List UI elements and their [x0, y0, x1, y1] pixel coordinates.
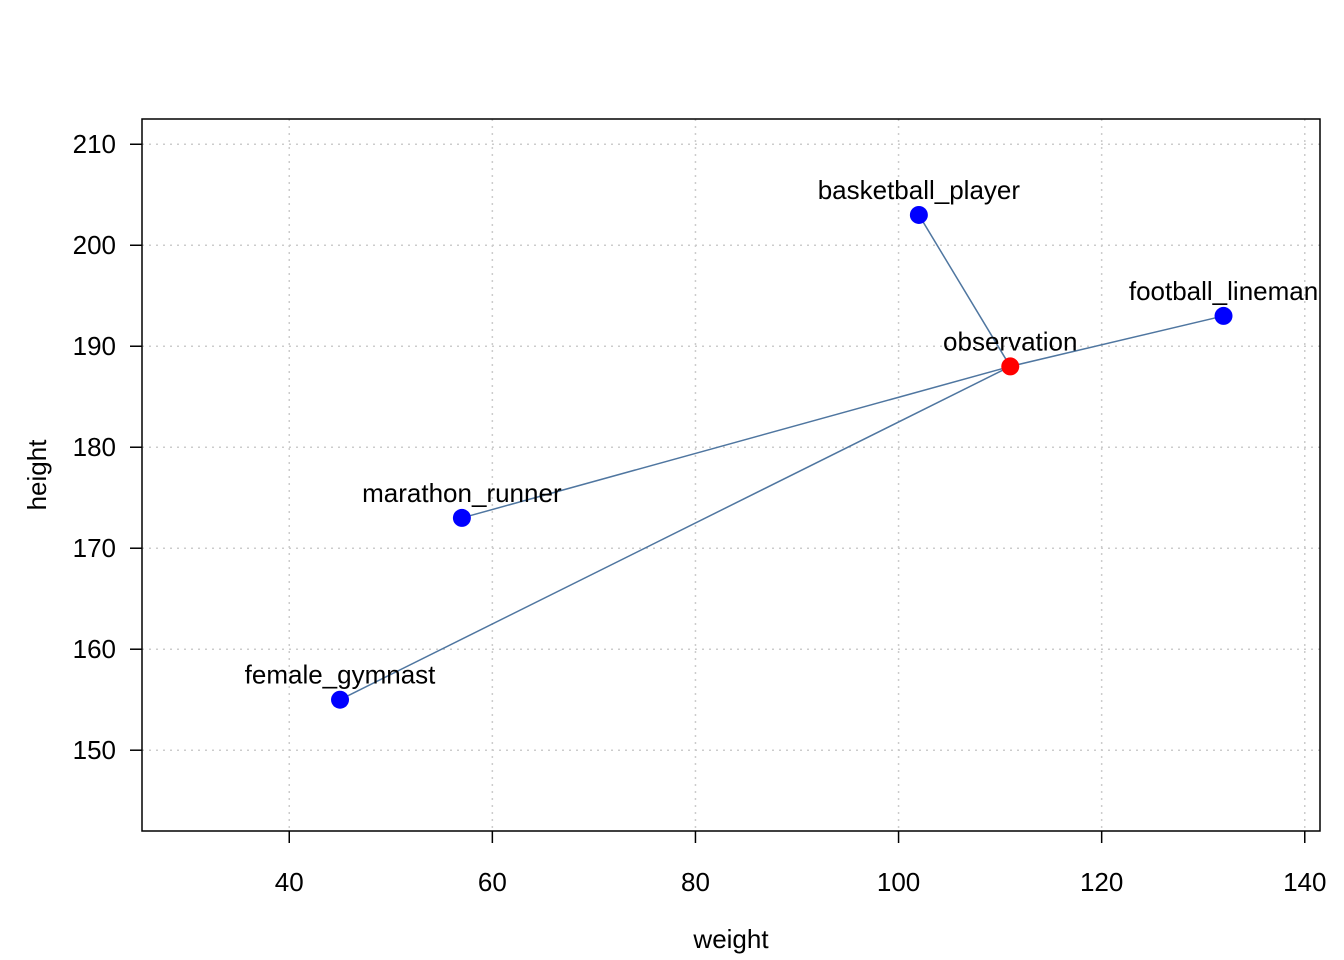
y-tick-label: 180	[73, 432, 116, 462]
x-tick-label: 120	[1080, 867, 1123, 897]
point-football-lineman	[1214, 306, 1233, 325]
x-tick-label: 140	[1283, 867, 1326, 897]
y-tick-label: 170	[73, 533, 116, 563]
link-line-basketball-player	[918, 214, 1011, 367]
link-line-marathon-runner	[461, 365, 1011, 519]
y-tick-label: 210	[73, 129, 116, 159]
y-tick-label: 190	[73, 331, 116, 361]
x-tick-label: 60	[478, 867, 507, 897]
point-observation	[1001, 357, 1020, 376]
point-label-basketball-player: basketball_player	[818, 175, 1021, 205]
point-female-gymnast	[331, 690, 350, 709]
point-labels: basketball_player football_linemanmaratho…	[245, 175, 1319, 690]
x-tick-label: 80	[681, 867, 710, 897]
y-tick-label: 160	[73, 634, 116, 664]
point-label-marathon-runner: marathon_runner	[362, 478, 562, 508]
y-axis: 150 160 170 180 190 200 210	[73, 129, 142, 765]
x-axis-title: weight	[692, 924, 769, 954]
point-label-football-lineman: football_lineman	[1129, 276, 1318, 306]
link-line-football-lineman	[1010, 315, 1224, 368]
x-axis: 40 60 80 100 120 140	[275, 831, 1326, 897]
point-label-observation: observation	[943, 326, 1077, 356]
point-marathon-runner	[452, 508, 471, 527]
link-lines	[339, 214, 1224, 701]
x-tick-label: 40	[275, 867, 304, 897]
y-tick-label: 150	[73, 735, 116, 765]
data-points	[331, 205, 1233, 709]
point-basketball-player	[909, 205, 928, 224]
point-label-female-gymnast: female_gymnast	[245, 660, 437, 690]
grid	[142, 119, 1320, 831]
plot-frame	[141, 118, 1321, 832]
x-tick-label: 100	[877, 867, 920, 897]
y-axis-title: height	[22, 439, 52, 511]
link-line-female-gymnast	[339, 365, 1011, 701]
y-tick-label: 200	[73, 230, 116, 260]
